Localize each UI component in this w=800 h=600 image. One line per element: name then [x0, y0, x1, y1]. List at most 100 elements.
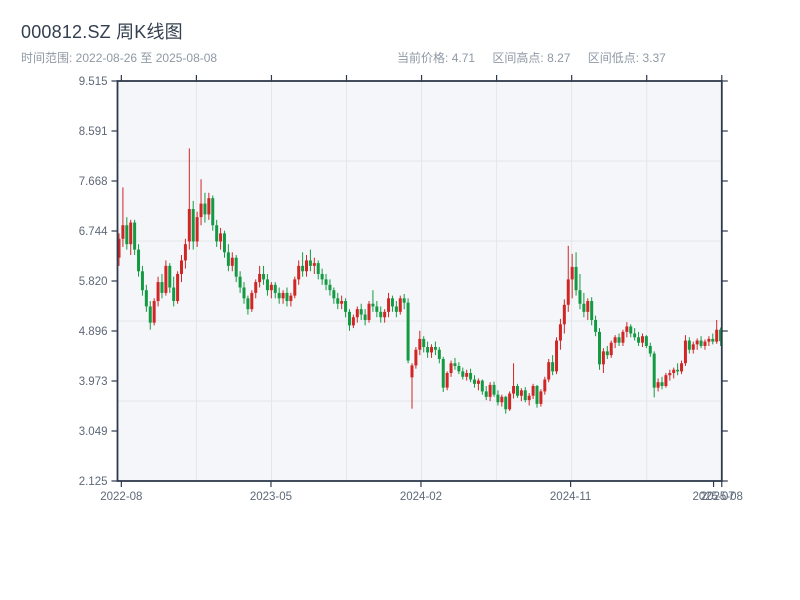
candle-body: [574, 266, 578, 291]
candle-body: [195, 217, 199, 242]
candle-down: [406, 298, 410, 364]
candle-up: [199, 179, 203, 226]
candle-body: [512, 386, 516, 394]
candle-body: [445, 373, 449, 388]
y-tick-label: 5.820: [79, 276, 108, 288]
candle-up: [187, 148, 191, 250]
candle-down: [238, 271, 242, 293]
candle-up: [156, 276, 160, 307]
candle-down: [336, 292, 340, 310]
candle-body: [527, 395, 531, 401]
candle-down: [363, 309, 367, 326]
candle-body: [402, 298, 406, 303]
candle-body: [719, 329, 723, 342]
candle-body: [273, 284, 277, 293]
candle-up: [488, 382, 492, 402]
candle-body: [539, 391, 543, 404]
candle-body: [492, 384, 496, 395]
candle-up: [656, 378, 660, 392]
candle-up: [621, 329, 625, 346]
candle-body: [137, 249, 141, 272]
axis-ticks: [111, 75, 728, 487]
y-tick-label: 2.125: [79, 476, 108, 488]
candle-down: [394, 301, 398, 318]
candle-body: [703, 341, 707, 346]
current-price-label: 当前价格:: [397, 51, 449, 65]
candle-body: [617, 337, 621, 343]
candle-up: [180, 255, 184, 283]
candle-body: [351, 317, 355, 326]
candle-down: [133, 219, 137, 256]
x-tick-label: 2025-08: [701, 491, 743, 503]
candle-body: [347, 311, 351, 326]
candle-body: [121, 225, 125, 239]
candle-down: [652, 351, 656, 398]
candle-up: [601, 348, 605, 374]
candle-down: [515, 383, 519, 398]
candle-body: [488, 384, 492, 397]
candle-down: [148, 301, 152, 330]
candle-body: [480, 380, 484, 392]
candle-body: [191, 209, 195, 242]
candle-up: [500, 394, 504, 407]
candle-body: [660, 382, 664, 387]
candle-body: [695, 340, 699, 345]
candle-body: [320, 273, 324, 280]
candle-down: [160, 273, 164, 299]
candle-down: [469, 368, 473, 383]
date-range-label: 时间范围: 2022-08-26 至 2025-08-08: [21, 51, 218, 65]
candle-down: [137, 244, 141, 277]
candle-down: [433, 341, 437, 356]
candle-up: [707, 336, 711, 346]
candle-up: [121, 187, 125, 247]
candle-up: [293, 276, 297, 299]
candle-body: [316, 263, 320, 274]
candle-body: [476, 380, 480, 384]
candle-down: [711, 333, 715, 345]
candle-up: [527, 393, 531, 406]
candle-up: [414, 347, 418, 369]
candle-down: [699, 336, 703, 349]
x-tick-label: 2023-05: [250, 491, 292, 503]
candle-down: [496, 390, 500, 406]
candle-up: [531, 383, 535, 399]
candle-down: [324, 273, 328, 291]
candle-up: [254, 279, 258, 299]
candle-down: [590, 297, 594, 326]
candle-down: [379, 306, 383, 323]
candle-body: [597, 331, 601, 365]
candle-body: [281, 292, 285, 299]
range-high-value: 8.27: [547, 51, 571, 65]
candle-body: [601, 351, 605, 365]
candle-up: [555, 337, 559, 375]
candle-up: [609, 340, 613, 358]
candle-body: [140, 271, 144, 291]
candle-body: [172, 287, 176, 302]
candle-down: [633, 328, 637, 341]
candle-up: [418, 330, 422, 356]
candle-body: [199, 203, 203, 218]
candle-down: [484, 386, 488, 401]
candle-up: [691, 341, 695, 354]
candle-body: [629, 326, 633, 334]
candle-body: [566, 279, 570, 305]
candle-body: [156, 282, 160, 302]
candle-up: [176, 271, 180, 304]
candles-group: [117, 148, 723, 414]
candle-down: [320, 268, 324, 285]
candle-up: [640, 333, 644, 348]
candle-up: [680, 360, 684, 375]
candle-down: [285, 287, 289, 307]
candle-up: [613, 335, 617, 349]
candle-body: [496, 394, 500, 403]
candle-body: [246, 298, 250, 310]
candle-down: [441, 356, 445, 392]
candle-down: [437, 347, 441, 364]
candle-body: [648, 345, 652, 354]
candle-down: [308, 249, 312, 272]
plot-background: [117, 81, 722, 481]
candle-body: [465, 373, 469, 377]
candle-body: [633, 333, 637, 338]
candle-body: [152, 301, 156, 323]
candle-up: [715, 319, 719, 344]
